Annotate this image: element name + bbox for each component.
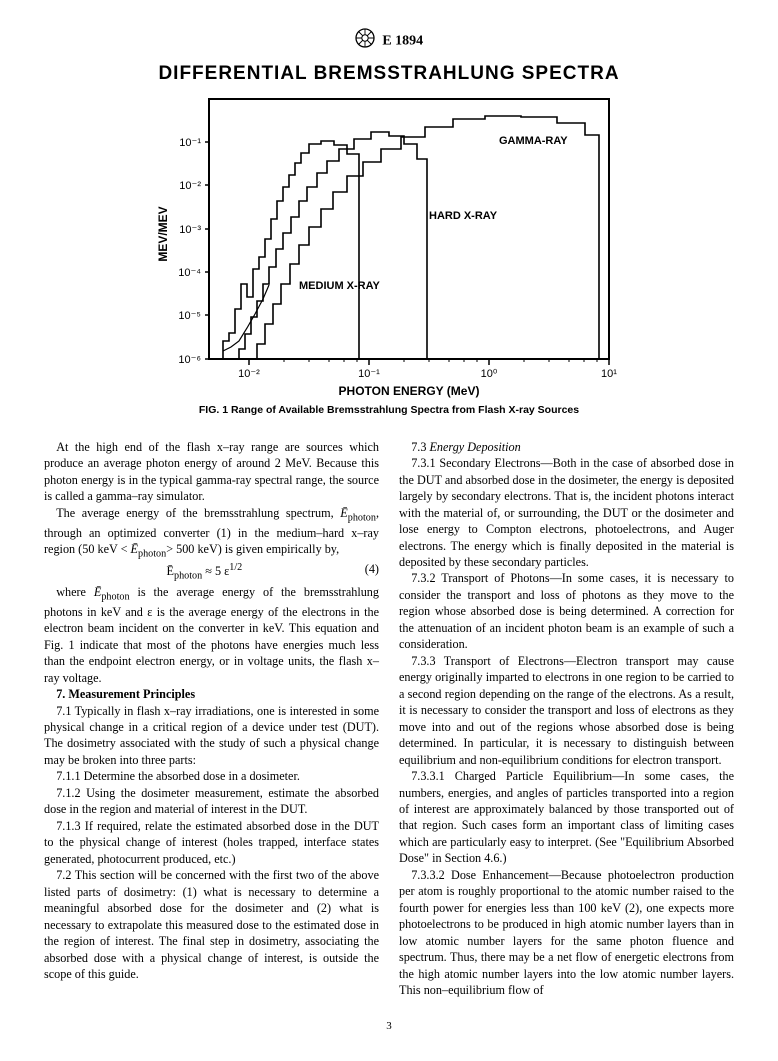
section-7-heading: 7. Measurement Principles [44, 686, 379, 702]
ytick: 10⁻² [179, 180, 201, 192]
chart-container: 10⁻⁶ 10⁻⁵ 10⁻⁴ 10⁻³ 10⁻² 10⁻¹ 10⁻² 10⁻¹ … [149, 89, 629, 399]
para-7-3-1: 7.3.1 Secondary Electrons—Both in the ca… [399, 455, 734, 570]
xtick: 10⁻² [238, 368, 260, 380]
equation-4: Ēphoton ≈ 5 ε1/2 (4) [44, 561, 379, 583]
para-7-3-3-1: 7.3.3.1 Charged Particle Equilibrium—In … [399, 768, 734, 867]
para-intro: At the high end of the flash x–ray range… [44, 439, 379, 505]
ytick: 10⁻³ [179, 224, 201, 236]
bremsstrahlung-chart: 10⁻⁶ 10⁻⁵ 10⁻⁴ 10⁻³ 10⁻² 10⁻¹ 10⁻² 10⁻¹ … [149, 89, 629, 399]
para-7-1-1: 7.1.1 Determine the absorbed dose in a d… [44, 768, 379, 784]
standard-header: E 1894 [44, 28, 734, 55]
para-7-2: 7.2 This section will be concerned with … [44, 867, 379, 982]
para-7-1-2: 7.1.2 Using the dosimeter measurement, e… [44, 785, 379, 818]
ytick: 10⁻⁴ [178, 267, 201, 279]
xtick: 10¹ [601, 368, 617, 380]
para-where: where Ēphoton is the average energy of t… [44, 584, 379, 687]
ytick: 10⁻⁶ [178, 354, 201, 366]
xtick: 10⁻¹ [358, 368, 380, 380]
chart-title: DIFFERENTIAL BREMSSTRAHLUNG SPECTRA [44, 61, 734, 87]
body-columns: At the high end of the flash x–ray range… [44, 439, 734, 999]
para-7-1: 7.1 Typically in flash x–ray irradiation… [44, 703, 379, 769]
xtick: 10⁰ [481, 368, 498, 380]
ytick: 10⁻⁵ [178, 310, 201, 322]
para-7-3: 7.3 Energy Deposition [399, 439, 734, 455]
page-number: 3 [44, 1019, 734, 1034]
ytick: 10⁻¹ [179, 137, 201, 149]
equation-number: (4) [353, 561, 379, 577]
medium-xray-label: MEDIUM X-RAY [299, 280, 381, 292]
para-avg-energy: The average energy of the bremsstrahlung… [44, 505, 379, 562]
standard-code: E 1894 [382, 34, 423, 49]
para-7-3-2: 7.3.2 Transport of Photons—In some cases… [399, 570, 734, 652]
hard-xray-label: HARD X-RAY [429, 210, 498, 222]
para-7-3-3-2: 7.3.3.2 Dose Enhancement—Because photoel… [399, 867, 734, 999]
figure-caption: FIG. 1 Range of Available Bremsstrahlung… [44, 403, 734, 417]
astm-logo-icon [355, 28, 375, 55]
x-axis-label: PHOTON ENERGY (MeV) [339, 384, 480, 398]
gamma-ray-label: GAMMA-RAY [499, 135, 568, 147]
para-7-3-3: 7.3.3 Transport of Electrons—Electron tr… [399, 653, 734, 768]
para-7-1-3: 7.1.3 If required, relate the estimated … [44, 818, 379, 867]
y-axis-label: MEV/MEV [156, 206, 170, 261]
